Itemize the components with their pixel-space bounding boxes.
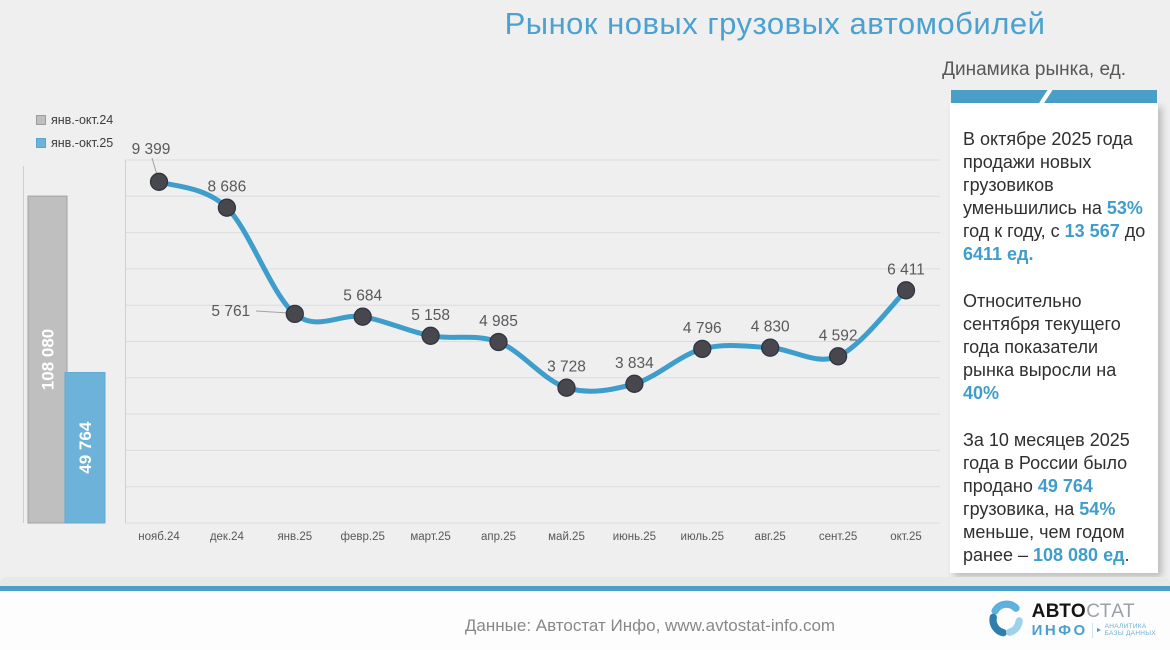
market-line-chart: 108 080 49 764 9 399 8 686 5 761 5 684 5 158 4 …	[23, 141, 940, 543]
slide-bottom-edge	[0, 577, 1170, 586]
tagline-databases: БАЗЫ ДАННЫХ	[1104, 630, 1156, 637]
logo-part-avto: АВТО	[1031, 600, 1087, 622]
avtostat-logo-icon	[988, 600, 1023, 637]
legend-swatch-2024	[36, 115, 46, 125]
point-value-label: 3 834	[615, 355, 654, 372]
data-point	[625, 374, 644, 393]
x-axis-tick-label: март.25	[410, 531, 450, 543]
x-axis-tick-label: июль.25	[681, 531, 724, 543]
chart-subtitle: Динамика рынка, ед.	[942, 59, 1126, 80]
data-point	[693, 339, 712, 359]
x-axis-tick-label: июнь.25	[613, 531, 656, 543]
legend-item-2025: янв.-окт.25	[36, 136, 113, 150]
logo-part-stat: СТАТ	[1086, 600, 1136, 622]
data-point	[149, 172, 169, 191]
axis-lines	[23, 160, 126, 523]
x-axis-tick-label: янв.25	[277, 531, 312, 543]
avtostat-logo-text: АВТОСТАТ ИНФО ► АНАЛИТИКА БАЗЫ ДАННЫХ	[1032, 602, 1156, 639]
point-value-label: 5 684	[343, 288, 382, 305]
logo-tagline: ► АНАЛИТИКА БАЗЫ ДАННЫХ	[1091, 622, 1156, 638]
point-value-label: 5 158	[411, 307, 450, 324]
legend-label-2024: янв.-окт.24	[51, 113, 114, 127]
sidebar-paragraphs: В октябре 2025 года продажи новых грузов…	[963, 128, 1146, 567]
data-point	[421, 326, 440, 345]
bar-value-label: 108 080	[39, 329, 58, 390]
data-point-labels: 9 399 8 686 5 761 5 684 5 158 4 985 3 728 3 834…	[132, 141, 925, 376]
arrow-icon: ►	[1095, 626, 1103, 634]
total-bar	[27, 195, 68, 524]
gridlines	[125, 159, 940, 524]
point-value-label: 4 830	[751, 319, 790, 336]
insight-panel: В октябре 2025 года продажи новых грузов…	[950, 103, 1158, 573]
avtostat-logo: АВТОСТАТ ИНФО ► АНАЛИТИКА БАЗЫ ДАННЫХ	[986, 600, 1156, 640]
chart-legend: янв.-окт.24 янв.-окт.25	[36, 113, 113, 150]
data-source-text: Данные: Автостат Инфо, www.avtostat-info…	[464, 616, 836, 635]
point-value-label: 9 399	[132, 141, 171, 158]
bar-value-label: 49 764	[76, 421, 95, 474]
data-point-markers	[149, 172, 916, 397]
point-value-label: 4 985	[479, 313, 518, 330]
sidebar-paragraph: За 10 месяцев 2025 года в России было пр…	[963, 430, 1130, 565]
data-point	[489, 332, 508, 352]
page-title: Рынок новых грузовых автомобилей	[504, 6, 1046, 41]
legend-label-2025: янв.-окт.25	[51, 136, 114, 150]
sidebar-paragraph: Относительно сентября текущего года пока…	[963, 291, 1121, 403]
x-axis-tick-label: окт.25	[890, 531, 922, 543]
slash-decoration-icon	[1036, 90, 1055, 103]
logo-part-info: ИНФО	[1031, 621, 1088, 639]
x-axis-tick-label: февр.25	[341, 531, 385, 543]
sidebar-top-accent-bar	[951, 90, 1157, 103]
data-point	[828, 347, 848, 366]
footer: Данные: Автостат Инфо, www.avtostat-info…	[0, 591, 1170, 650]
x-axis-tick-label: сент.25	[819, 531, 857, 543]
x-axis-tick-label: нояб.24	[138, 531, 180, 543]
leader-lines	[151, 157, 287, 314]
logo-tagline-text: АНАЛИТИКА БАЗЫ ДАННЫХ	[1105, 623, 1156, 638]
totals-bars: 108 080 49 764	[27, 195, 106, 524]
data-point	[217, 198, 237, 217]
sales-line	[156, 179, 909, 394]
sidebar-paragraph: В октябре 2025 года продажи новых грузов…	[963, 129, 1146, 264]
point-value-label: 3 728	[547, 359, 586, 376]
logo-line1: АВТОСТАТ	[1032, 602, 1156, 621]
point-value-label: 8 686	[208, 179, 247, 196]
logo-line2: ИНФО ► АНАЛИТИКА БАЗЫ ДАННЫХ	[1032, 622, 1156, 639]
point-value-label: 5 761	[211, 303, 250, 320]
x-axis-tick-label: авг.25	[755, 531, 786, 543]
legend-item-2024: янв.-окт.24	[36, 113, 113, 127]
point-value-label: 4 796	[683, 320, 722, 337]
data-point	[896, 281, 916, 300]
legend-swatch-2025	[36, 138, 46, 148]
data-point	[761, 338, 780, 357]
x-axis-tick-label: май.25	[548, 531, 585, 543]
x-axis-labels: нояб.24 дек.24 янв.25 февр.25 март.25 апр.25 м…	[138, 531, 922, 543]
data-point	[557, 378, 576, 397]
x-axis-tick-label: дек.24	[210, 531, 245, 543]
x-axis-tick-label: апр.25	[481, 531, 516, 543]
point-value-label: 6 411	[887, 261, 925, 278]
data-point	[353, 307, 372, 326]
tagline-analytics: АНАЛИТИКА	[1104, 622, 1147, 630]
point-value-label: 4 592	[819, 327, 858, 344]
bottom-accent-bar	[0, 586, 1170, 591]
total-bar	[64, 372, 106, 524]
data-point	[285, 304, 304, 324]
